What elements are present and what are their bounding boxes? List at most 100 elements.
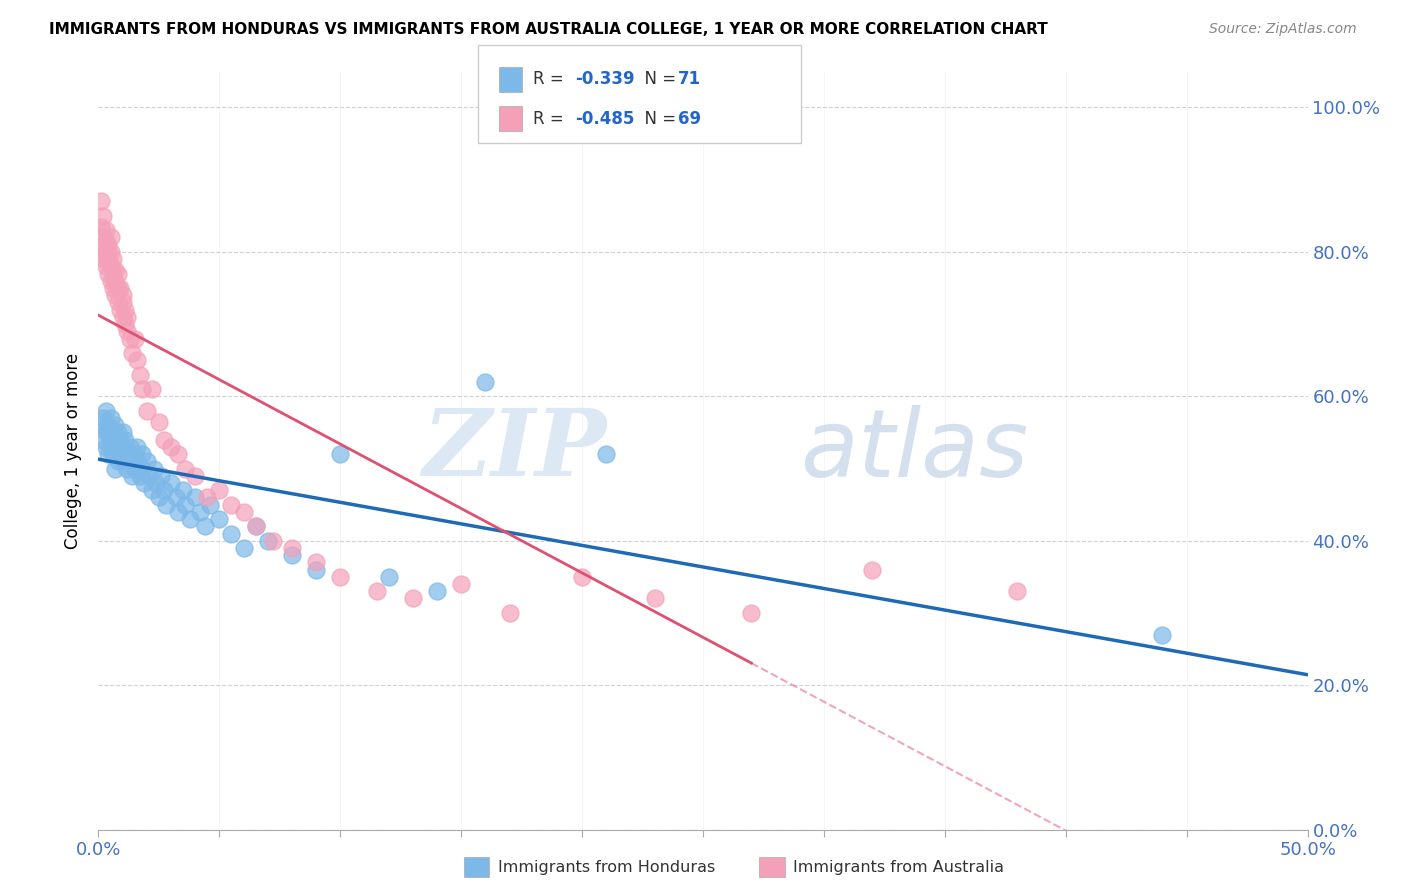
Point (141, 382, 163, 396)
Point (117, 324, 139, 338)
Point (101, 252, 124, 266)
Point (108, 281, 131, 295)
Text: Immigrants from Honduras: Immigrants from Honduras (498, 860, 716, 874)
Point (111, 295, 134, 310)
Point (108, 447, 131, 461)
Point (114, 302, 136, 317)
Point (232, 505, 254, 519)
Text: 69: 69 (678, 110, 700, 128)
Point (174, 461, 197, 475)
Point (108, 302, 131, 317)
Point (167, 447, 190, 461)
Point (91, 433, 114, 447)
Point (107, 454, 129, 468)
Point (402, 591, 425, 606)
Y-axis label: College, 1 year or more: College, 1 year or more (65, 352, 83, 549)
Point (174, 498, 197, 512)
Point (111, 310, 134, 324)
Point (111, 288, 134, 302)
Point (124, 332, 146, 346)
Point (152, 433, 174, 447)
Point (104, 288, 127, 302)
Point (134, 475, 156, 490)
Point (111, 440, 134, 454)
Point (165, 491, 187, 505)
Point (91, 237, 114, 252)
Point (91, 230, 114, 244)
Point (221, 498, 243, 512)
Point (100, 230, 122, 244)
Point (97, 252, 120, 266)
Point (281, 541, 304, 555)
Point (94, 260, 117, 274)
Point (245, 519, 267, 533)
Point (160, 440, 183, 454)
Point (131, 461, 153, 475)
Point (595, 447, 617, 461)
Point (194, 519, 217, 533)
Point (94, 223, 117, 237)
Point (104, 461, 127, 475)
Point (135, 403, 157, 417)
Point (1007, 584, 1029, 599)
Point (108, 433, 131, 447)
Point (128, 468, 150, 483)
Text: R =: R = (533, 70, 569, 88)
Point (104, 433, 127, 447)
Point (107, 281, 129, 295)
Point (172, 483, 194, 498)
Text: IMMIGRANTS FROM HONDURAS VS IMMIGRANTS FROM AUSTRALIA COLLEGE, 1 YEAR OR MORE CO: IMMIGRANTS FROM HONDURAS VS IMMIGRANTS F… (49, 22, 1047, 37)
Point (450, 577, 472, 591)
Text: -0.339: -0.339 (575, 70, 634, 88)
Point (124, 461, 146, 475)
Point (118, 440, 141, 454)
Point (91, 209, 114, 223)
Point (155, 498, 177, 512)
Point (100, 244, 122, 259)
Point (114, 433, 136, 447)
Point (377, 570, 399, 584)
Point (94, 244, 117, 259)
Point (184, 491, 207, 505)
Point (100, 440, 122, 454)
Point (188, 505, 211, 519)
Point (644, 591, 666, 606)
Point (117, 310, 139, 324)
Point (127, 353, 149, 368)
Point (100, 260, 122, 274)
Point (121, 454, 143, 468)
Point (138, 468, 160, 483)
Text: -0.485: -0.485 (575, 110, 634, 128)
Point (127, 440, 149, 454)
Point (860, 563, 883, 577)
Text: R =: R = (533, 110, 569, 128)
Point (101, 267, 124, 281)
Point (94, 403, 117, 417)
Text: N =: N = (634, 70, 682, 88)
Point (118, 332, 141, 346)
Point (305, 555, 328, 569)
Point (114, 317, 136, 331)
Point (104, 418, 127, 433)
Point (97, 418, 120, 433)
Point (329, 447, 352, 461)
Point (145, 475, 167, 490)
Point (91, 252, 114, 266)
Point (143, 461, 166, 475)
Point (107, 440, 129, 454)
Point (740, 606, 762, 620)
Point (90, 194, 112, 209)
Point (124, 447, 146, 461)
Point (245, 519, 267, 533)
Point (150, 468, 173, 483)
Point (94, 425, 117, 440)
Point (90, 219, 112, 234)
Point (131, 382, 153, 396)
Point (100, 433, 122, 447)
Point (128, 368, 150, 382)
Text: 71: 71 (678, 70, 700, 88)
Point (121, 346, 143, 360)
Text: Source: ZipAtlas.com: Source: ZipAtlas.com (1209, 22, 1357, 37)
Point (426, 584, 449, 599)
Point (107, 425, 129, 440)
